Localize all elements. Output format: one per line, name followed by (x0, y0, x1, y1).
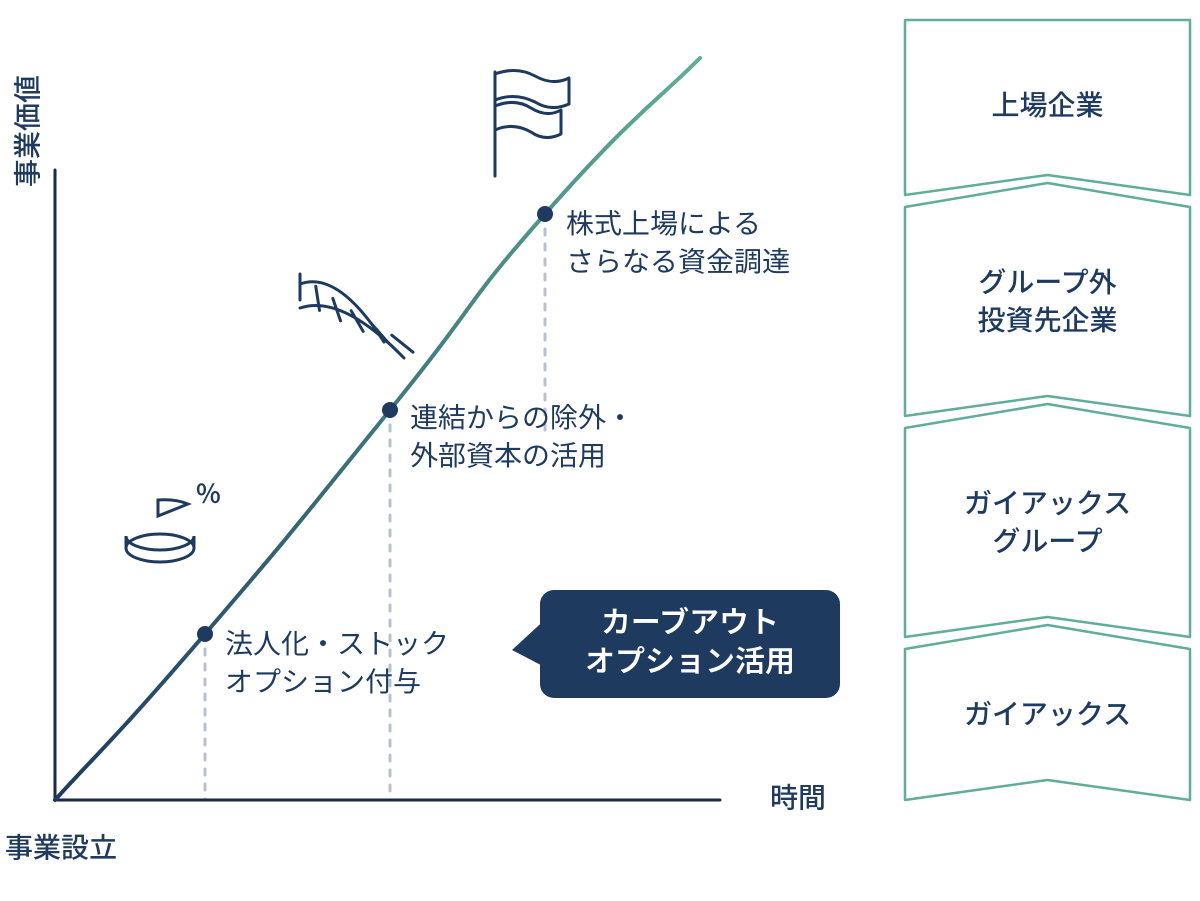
stage-2-label: ガイアックス (964, 482, 1131, 522)
x-axis-label: 時間 (770, 777, 826, 817)
stage-0-label: 上場企業 (991, 84, 1103, 124)
milestone-1-tracks-icon (300, 274, 413, 358)
callout-arrow (512, 622, 542, 665)
stage-1-label: 投資先企業 (977, 299, 1117, 339)
milestone-0-dot (197, 626, 213, 642)
milestone-2-flag-icon (495, 70, 569, 176)
svg-text:%: % (196, 474, 221, 511)
stage-3-label: ガイアックス (964, 693, 1131, 733)
stage-2-label: グループ (992, 520, 1102, 560)
y-axis-label: 事業価値 (7, 75, 47, 187)
milestone-0-label: オプション付与 (225, 660, 421, 700)
milestone-1-label: 外部資本の活用 (410, 434, 606, 474)
callout-text: カーブアウト (601, 598, 779, 642)
diagram-svg: 事業価値時間事業設立% 法人化・ストックオプション付与 連結からの除外・外部資本の活… (0, 0, 1200, 901)
milestone-2-label: 株式上場による (566, 203, 761, 243)
callout-text: オプション活用 (585, 637, 795, 681)
milestone-2-label: さらなる資金調達 (566, 240, 790, 280)
milestone-2-dot (537, 206, 553, 222)
diagram-root: { "canvas": { "width": 1200, "height": 9… (0, 0, 1200, 901)
milestone-0-pie-icon: % (126, 474, 221, 562)
milestone-1-label: 連結からの除外・ (410, 397, 634, 437)
stage-1-label: グループ外 (978, 261, 1116, 301)
milestone-1-dot (382, 402, 398, 418)
origin-label: 事業設立 (5, 827, 117, 867)
milestone-0-label: 法人化・ストック (225, 623, 449, 663)
